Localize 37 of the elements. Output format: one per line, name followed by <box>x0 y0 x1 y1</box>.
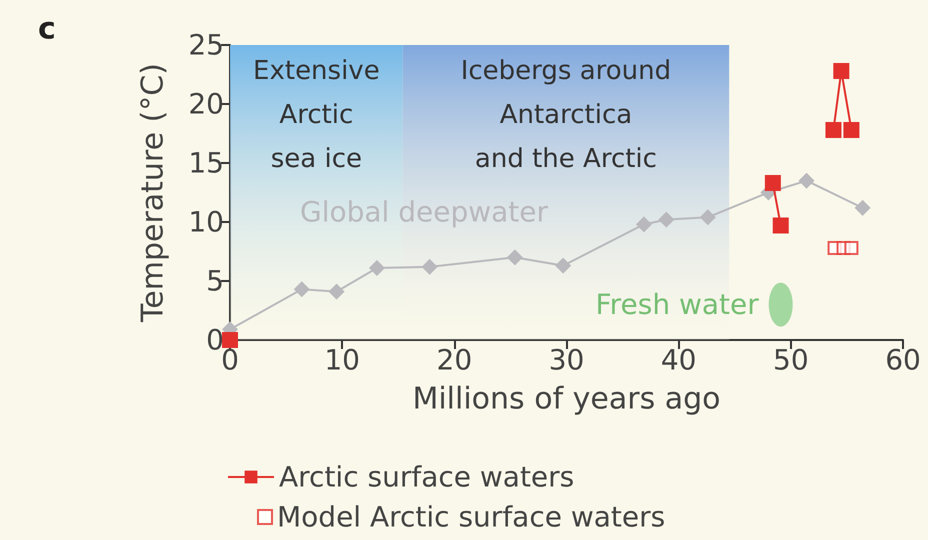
y-tick-label: 15 <box>188 146 224 180</box>
y-tick-label: 10 <box>188 206 224 238</box>
point <box>506 249 523 266</box>
point <box>700 209 716 226</box>
x-axis-title: Millions of years ago <box>412 382 721 416</box>
point <box>854 200 871 216</box>
point <box>328 284 345 300</box>
x-tick-label: 10 <box>324 344 360 376</box>
y-tick-label: 0 <box>206 324 224 356</box>
band-label: Extensive Arctic sea ice <box>253 56 380 174</box>
point <box>422 258 438 275</box>
point <box>833 62 850 79</box>
point <box>658 212 674 228</box>
y-tick-label: 5 <box>206 264 224 298</box>
y-tick-label: 25 <box>188 28 224 62</box>
legend-label: Arctic surface waters <box>279 460 574 494</box>
point <box>555 258 572 274</box>
point <box>294 281 310 298</box>
point <box>764 175 781 192</box>
x-tick-label: 40 <box>660 344 696 376</box>
legend-label: Model Arctic surface waters <box>277 500 666 534</box>
x-tick-label: 20 <box>436 344 472 376</box>
band-label: Icebergs around Antarctica and the Arctic <box>460 56 672 174</box>
text: c <box>38 12 56 46</box>
y-tick-label: 20 <box>188 88 224 120</box>
point <box>825 122 842 138</box>
point <box>772 218 789 234</box>
point <box>368 260 385 276</box>
x-tick-label: 50 <box>773 344 809 376</box>
y-axis-title: Temperature (°C) <box>136 63 170 323</box>
point <box>798 172 815 189</box>
x-tick-label: 60 <box>885 344 921 376</box>
x-tick-label: 30 <box>548 344 584 376</box>
series-label: Fresh water <box>596 288 760 322</box>
point <box>636 216 652 232</box>
point <box>844 240 858 255</box>
point <box>843 122 860 138</box>
